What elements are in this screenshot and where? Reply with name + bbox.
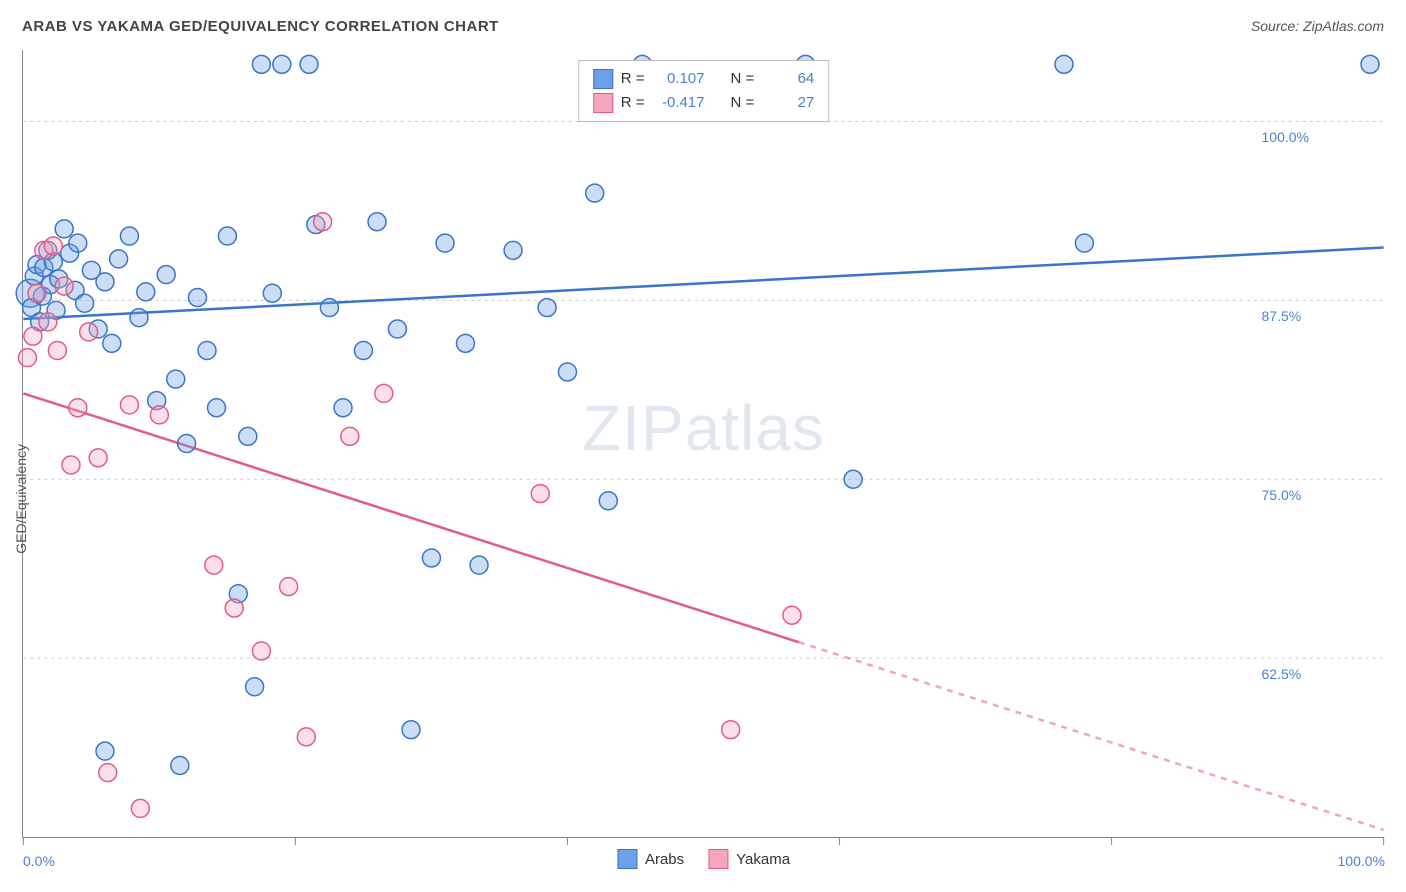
r-value: -0.417 — [653, 91, 705, 115]
legend-statistics: R = 0.107 N = 64 R = -0.417 N = 27 — [578, 60, 830, 122]
legend-swatch — [593, 69, 613, 89]
legend-series-label: Yakama — [736, 851, 790, 868]
legend-stat-row: R = -0.417 N = 27 — [593, 91, 815, 115]
x-tick-label: 100.0% — [1338, 853, 1385, 869]
y-tick-label: 62.5% — [1262, 666, 1302, 682]
r-label: R = — [621, 91, 645, 115]
legend-series-item: Yakama — [708, 849, 790, 869]
legend-swatch — [708, 849, 728, 869]
legend-stat-row: R = 0.107 N = 64 — [593, 67, 815, 91]
r-value: 0.107 — [653, 67, 705, 91]
r-label: R = — [621, 67, 645, 91]
y-tick-label: 75.0% — [1262, 487, 1302, 503]
legend-series-label: Arabs — [645, 851, 684, 868]
chart-title: ARAB VS YAKAMA GED/EQUIVALENCY CORRELATI… — [22, 18, 499, 35]
legend-series: Arabs Yakama — [617, 849, 790, 869]
n-label: N = — [731, 91, 755, 115]
source-attribution: Source: ZipAtlas.com — [1251, 18, 1384, 34]
y-tick-label: 87.5% — [1262, 308, 1302, 324]
n-label: N = — [731, 67, 755, 91]
legend-swatch — [617, 849, 637, 869]
legend-swatch — [593, 93, 613, 113]
scatter-svg — [23, 50, 1384, 837]
n-value: 27 — [762, 91, 814, 115]
legend-series-item: Arabs — [617, 849, 684, 869]
n-value: 64 — [762, 67, 814, 91]
y-tick-label: 100.0% — [1262, 129, 1309, 145]
x-tick-label: 0.0% — [23, 853, 55, 869]
plot-area: GED/Equivalency ZIPatlas R =0.107N =64R … — [22, 50, 1384, 838]
